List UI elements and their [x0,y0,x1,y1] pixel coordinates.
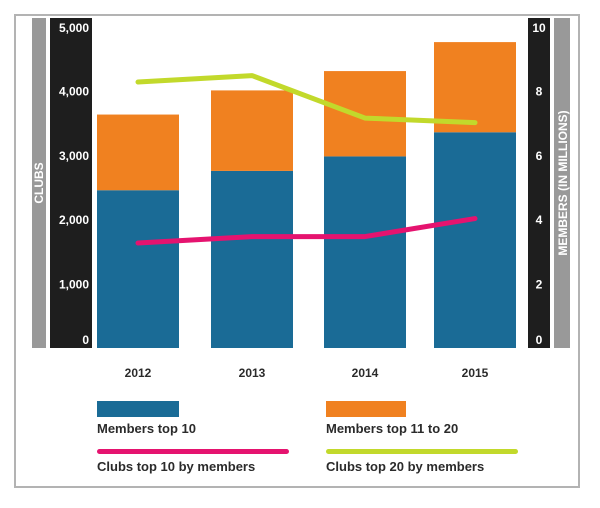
legend-swatch-members-top-11-20 [326,401,406,417]
bar-members-top-11-20-2014 [324,71,406,157]
legend-label-members-top-10: Members top 10 [97,421,196,436]
right-tick-label: 4 [536,213,543,227]
line-clubs-top-20 [135,73,478,126]
left-axis-label: CLUBS [32,162,46,203]
category-labels: 2012 2013 2014 2015 [125,366,489,380]
right-axis-label: MEMBERS (IN MILLIONS) [556,110,570,255]
legend-swatch-clubs-top-10 [97,449,289,454]
left-axis-ticks: 0 1,000 2,000 3,000 4,000 5,000 [59,21,89,347]
category-label-2012: 2012 [125,366,152,380]
category-label-2014: 2014 [352,366,379,380]
left-tick-label: 0 [82,333,89,347]
category-label-2015: 2015 [462,366,489,380]
bar-members-top-10-2014 [324,156,406,348]
right-tick-panel [528,18,550,348]
lines-group [135,73,478,246]
bar-members-top-11-20-2012 [97,114,179,191]
left-tick-label: 3,000 [59,149,89,163]
right-axis-band [554,18,570,348]
left-tick-label: 4,000 [59,84,89,98]
left-tick-label: 5,000 [59,21,89,35]
bar-members-top-10-2015 [434,132,516,348]
right-tick-label: 10 [532,21,546,35]
legend-swatch-members-top-10 [97,401,179,417]
left-tick-panel [50,18,92,348]
bar-members-top-10-2013 [211,170,293,348]
right-axis-ticks: 0 2 4 6 8 10 [532,21,546,347]
category-label-2013: 2013 [239,366,266,380]
legend-swatch-clubs-top-20 [326,449,518,454]
bar-members-top-11-20-2015 [434,42,516,133]
left-tick-label: 1,000 [59,278,89,292]
left-tick-label: 2,000 [59,213,89,227]
chart-frame [14,14,580,488]
right-tick-label: 8 [536,84,543,98]
legend-label-clubs-top-10: Clubs top 10 by members [97,459,256,474]
left-axis-band [32,18,46,348]
bar-members-top-10-2012 [97,190,179,348]
right-tick-label: 6 [536,149,543,163]
right-tick-label: 2 [536,278,543,292]
line-clubs-top-10 [135,216,478,246]
legend-label-clubs-top-20: Clubs top 20 by members [326,459,485,474]
legend-label-members-top-11-20: Members top 11 to 20 [326,421,459,436]
bar-members-top-11-20-2013 [211,90,293,171]
bars-group [97,42,516,348]
right-tick-label: 0 [536,333,543,347]
